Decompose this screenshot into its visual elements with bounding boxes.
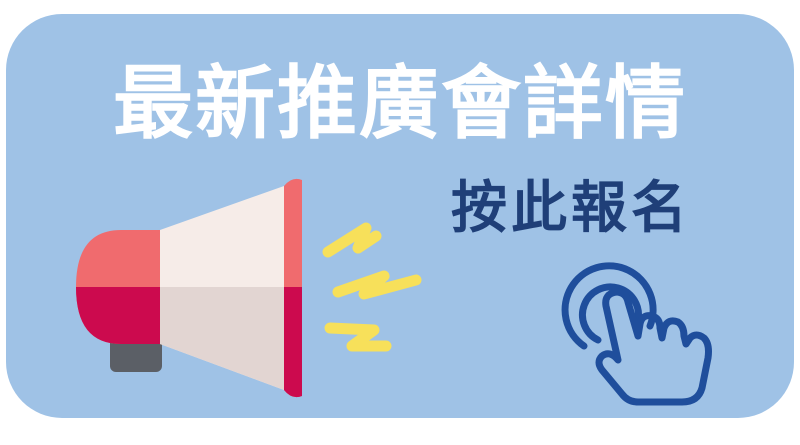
register-banner[interactable]: 最新推廣會詳情 按此報名 [6, 14, 794, 418]
megaphone-icon [76, 178, 422, 398]
headline: 最新推廣會詳情 [113, 57, 687, 150]
sound-waves-icon [322, 222, 422, 352]
pointing-hand-click-icon [561, 262, 712, 406]
register-cta-text[interactable]: 按此報名 [451, 176, 691, 241]
